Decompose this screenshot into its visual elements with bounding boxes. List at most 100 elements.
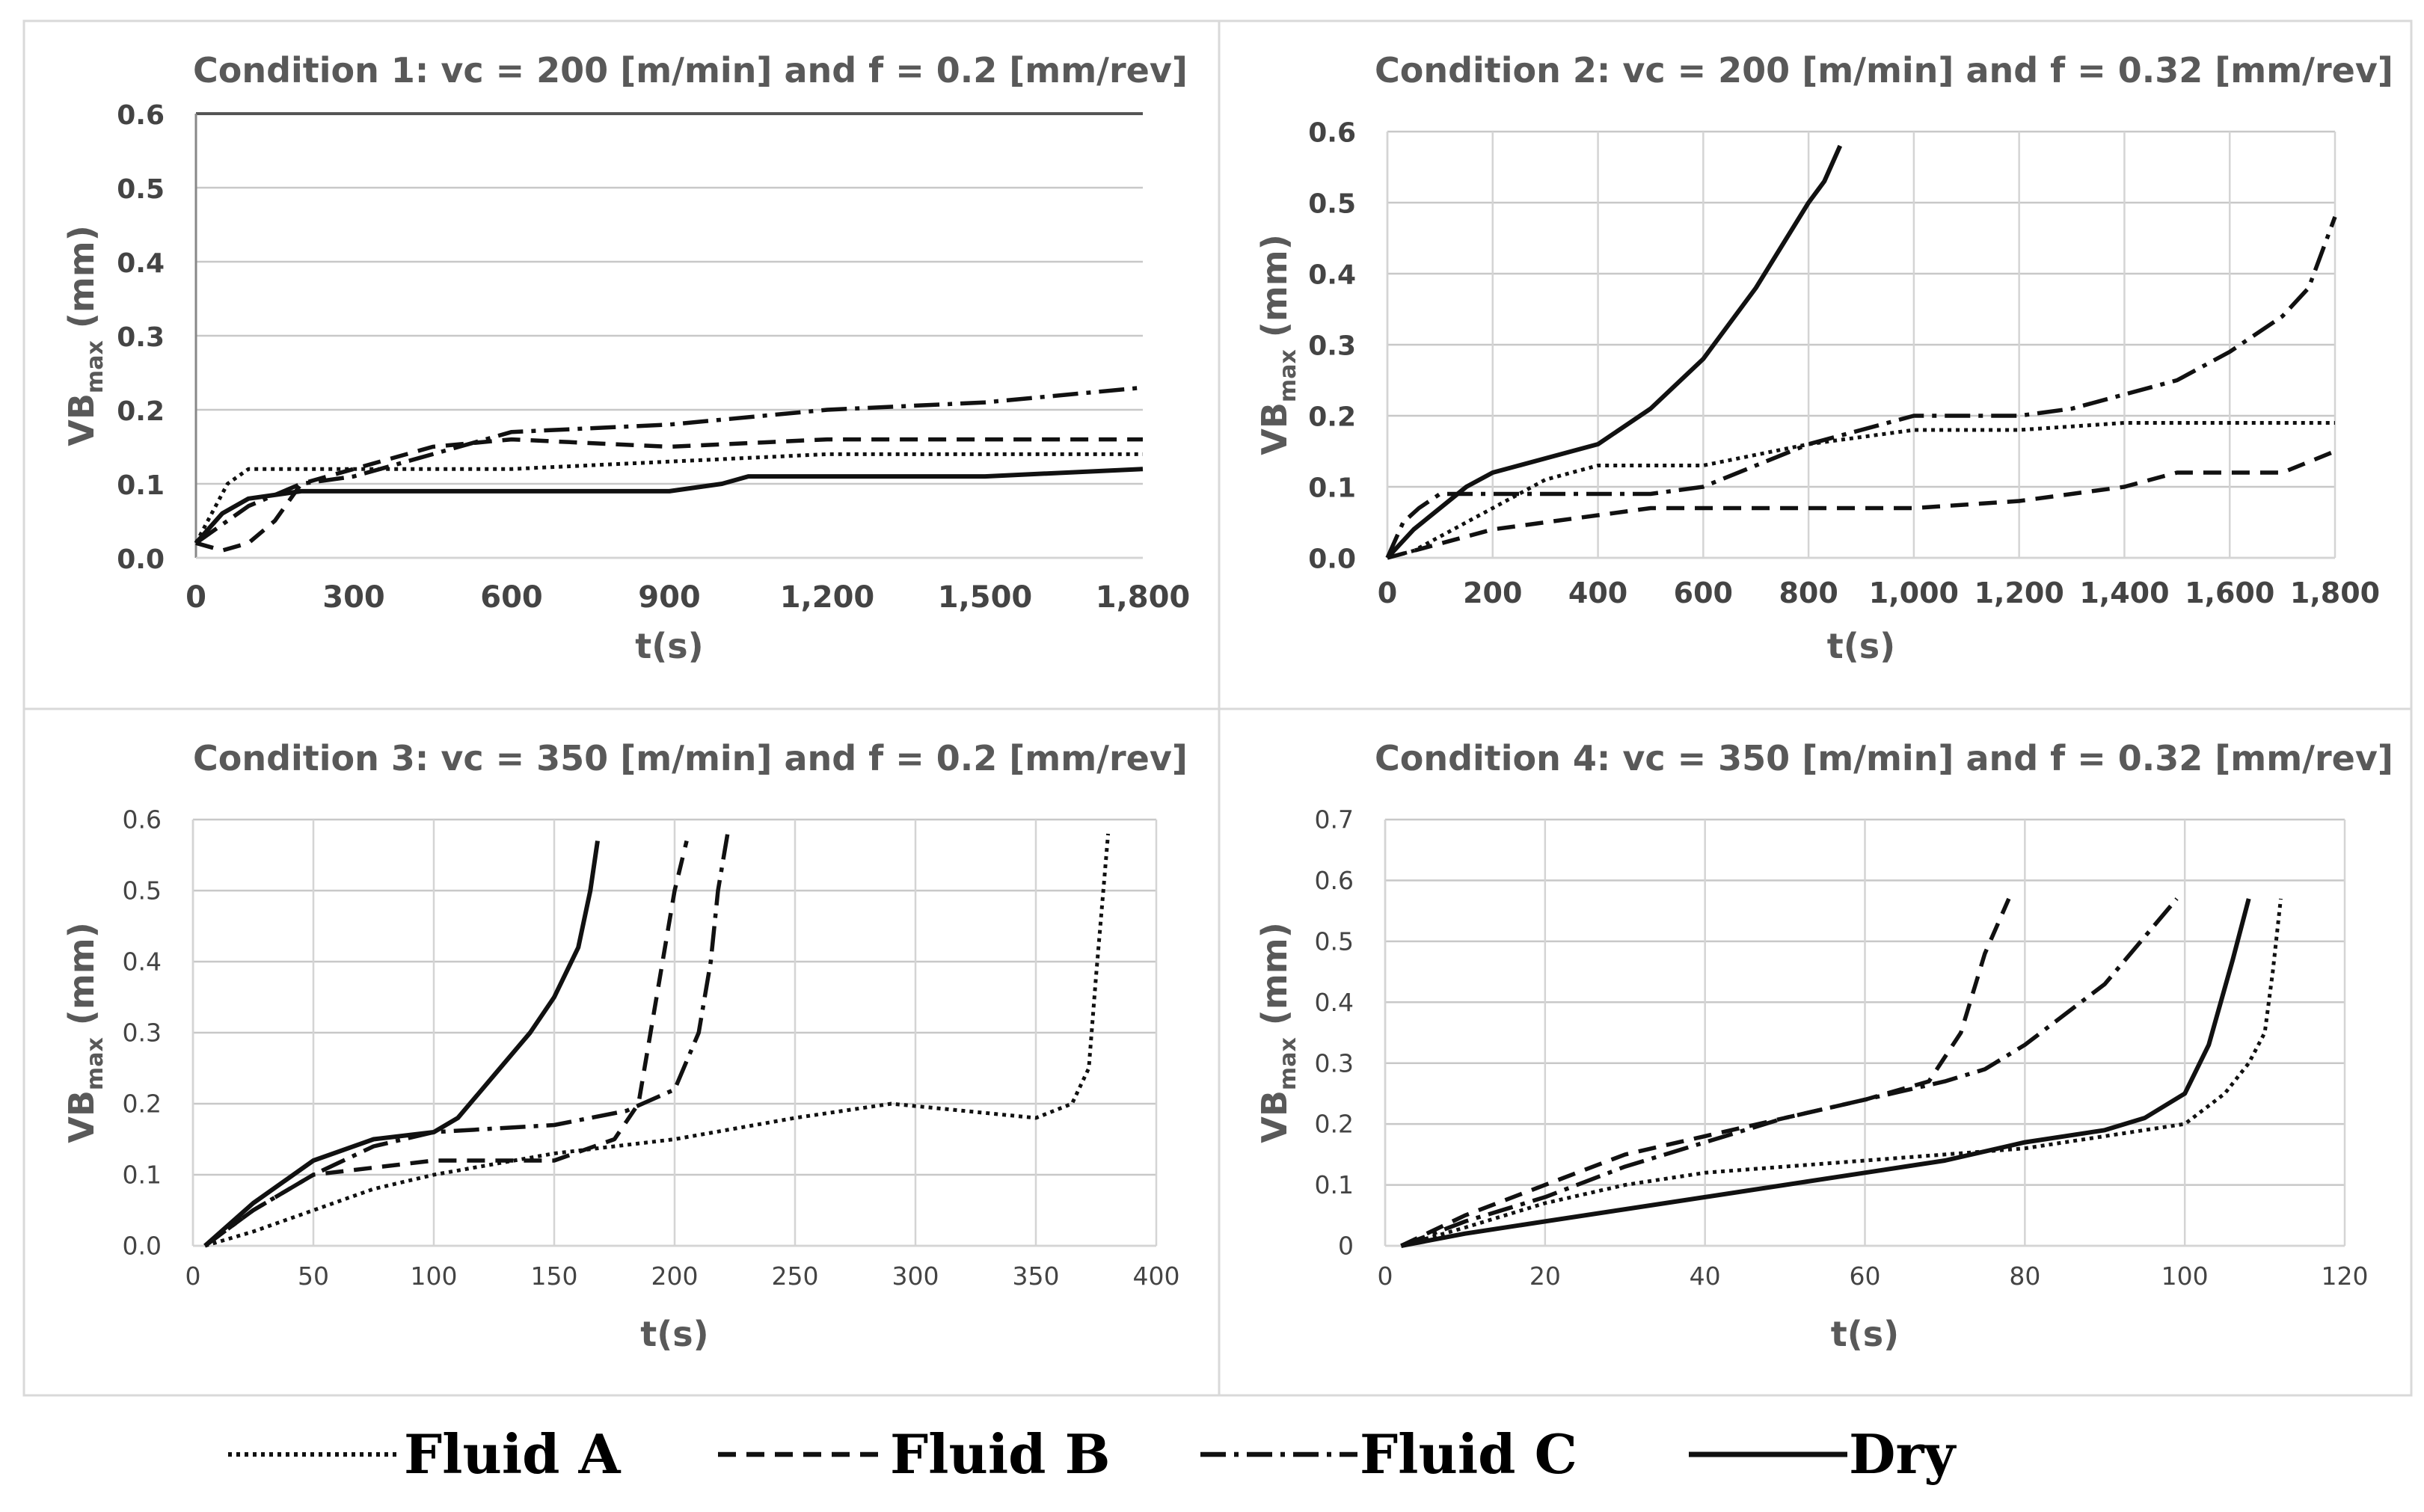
y-tick-label: 0	[1338, 1232, 1354, 1261]
x-tick-label: 600	[1674, 577, 1733, 609]
x-tick-label: 1,200	[1975, 577, 2064, 609]
y-tick-label: 0.0	[123, 1232, 162, 1261]
series-line-fluid-b	[195, 437, 1143, 553]
y-tick-label: 0.5	[1315, 926, 1354, 956]
x-axis-label: t(s)	[635, 626, 703, 666]
y-tick-label: 0.0	[1308, 544, 1356, 574]
y-tick-label: 0.6	[117, 100, 165, 131]
x-tick-label: 80	[2009, 1261, 2040, 1291]
y-tick-label: 0.6	[123, 805, 162, 835]
x-tick-label: 1,800	[1096, 580, 1191, 615]
series-line-dry	[194, 467, 1144, 545]
legend-item-fluid-b: Fluid B	[718, 1422, 1110, 1486]
x-tick-label: 250	[772, 1261, 819, 1291]
x-tick-label: 100	[2161, 1261, 2209, 1291]
x-tick-label: 50	[298, 1261, 329, 1291]
x-tick-label: 1,200	[780, 580, 875, 615]
x-tick-label: 600	[480, 580, 543, 615]
y-tick-label: 0.2	[1308, 402, 1356, 432]
x-tick-label: 1,800	[2290, 577, 2380, 609]
series-line-fluid-c	[1400, 897, 2179, 1248]
series-line-dry	[1400, 898, 2251, 1248]
chart-panel-1: Condition 1: vc = 200 [m/min] and f = 0.…	[61, 50, 1190, 666]
x-tick-label: 120	[2322, 1261, 2369, 1291]
x-tick-label: 900	[638, 580, 701, 615]
series-line-fluid-c	[203, 833, 730, 1248]
legend-item-fluid-c: Fluid C	[1200, 1422, 1577, 1486]
y-tick-label: 0.4	[1308, 259, 1356, 290]
chart-panel-2: Condition 2: vc = 200 [m/min] and f = 0.…	[1254, 50, 2393, 666]
chart-panel-3: Condition 3: vc = 350 [m/min] and f = 0.…	[61, 738, 1188, 1354]
chart-title: Condition 2: vc = 200 [m/min] and f = 0.…	[1375, 50, 2393, 90]
y-tick-label: 0.6	[1315, 866, 1354, 895]
y-tick-label: 0.4	[123, 947, 162, 977]
x-tick-label: 1,600	[2185, 577, 2274, 609]
x-tick-label: 0	[185, 1261, 201, 1291]
series-line-fluid-a	[204, 833, 1111, 1248]
x-tick-label: 400	[1133, 1261, 1180, 1291]
x-tick-label: 0	[1378, 577, 1397, 609]
y-tick-label: 0.3	[117, 322, 165, 353]
x-tick-label: 150	[531, 1261, 578, 1291]
x-tick-label: 800	[1779, 577, 1838, 609]
y-tick-label: 0.0	[117, 544, 165, 575]
y-tick-label: 0.3	[1315, 1048, 1354, 1078]
panel-frame-4	[1218, 707, 2413, 1397]
x-axis-label: t(s)	[640, 1314, 708, 1354]
series-line-fluid-a	[194, 452, 1143, 544]
series-line-dry	[1385, 144, 1843, 560]
y-tick-label: 0.2	[1315, 1110, 1354, 1139]
x-axis-label: t(s)	[1827, 626, 1895, 666]
y-tick-label: 0.3	[1308, 331, 1356, 361]
x-tick-label: 200	[1463, 577, 1522, 609]
y-tick-label: 0.3	[123, 1018, 162, 1048]
x-axis-label: t(s)	[1831, 1314, 1899, 1354]
y-tick-label: 0.2	[117, 396, 165, 427]
x-tick-label: 200	[651, 1261, 699, 1291]
chart-title: Condition 4: vc = 350 [m/min] and f = 0.…	[1375, 738, 2393, 778]
series-line-fluid-a	[1387, 421, 2335, 560]
y-tick-label: 0.1	[117, 470, 165, 501]
x-tick-label: 40	[1690, 1261, 1721, 1291]
x-tick-label: 60	[1850, 1261, 1881, 1291]
x-tick-label: 1,500	[938, 580, 1033, 615]
y-axis-label: VBmax (mm)	[1254, 922, 1301, 1143]
chart-panel-4: Condition 4: vc = 350 [m/min] and f = 0.…	[1254, 738, 2393, 1354]
y-tick-label: 0.7	[1315, 805, 1354, 835]
x-tick-label: 300	[892, 1261, 939, 1291]
y-tick-label: 0.1	[123, 1161, 162, 1190]
y-tick-label: 0.5	[1308, 188, 1356, 219]
series-line-fluid-b	[1387, 449, 2336, 560]
x-tick-label: 0	[1378, 1261, 1393, 1291]
y-tick-label: 0.4	[1315, 988, 1354, 1017]
x-tick-label: 0	[185, 580, 206, 615]
x-tick-label: 350	[1013, 1261, 1060, 1291]
x-tick-label: 100	[411, 1261, 458, 1291]
y-tick-label: 0.6	[1308, 117, 1356, 148]
series-line-dry	[203, 840, 600, 1248]
legend-label: Fluid B	[890, 1422, 1110, 1486]
x-tick-label: 1,400	[2079, 577, 2169, 609]
y-tick-label: 0.5	[123, 876, 162, 906]
y-axis-label: VBmax (mm)	[61, 225, 108, 446]
x-tick-label: 400	[1568, 577, 1627, 609]
legend-label: Fluid A	[404, 1422, 622, 1486]
chart-title: Condition 1: vc = 200 [m/min] and f = 0.…	[193, 50, 1188, 90]
y-tick-label: 0.1	[1308, 473, 1356, 503]
legend-label: Fluid C	[1360, 1422, 1577, 1486]
y-tick-label: 0.1	[1315, 1170, 1354, 1199]
legend: Fluid A Fluid B Fluid C Dry	[228, 1422, 1957, 1486]
x-tick-label: 1,000	[1869, 577, 1959, 609]
y-tick-label: 0.2	[123, 1090, 162, 1119]
y-axis-label: VBmax (mm)	[1254, 234, 1301, 455]
y-tick-label: 0.5	[117, 174, 165, 205]
chart-title: Condition 3: vc = 350 [m/min] and f = 0.…	[193, 738, 1188, 778]
x-tick-label: 300	[322, 580, 385, 615]
x-tick-label: 20	[1529, 1261, 1561, 1291]
y-tick-label: 0.4	[117, 248, 165, 279]
y-axis-label: VBmax (mm)	[61, 922, 108, 1143]
legend-item-fluid-a: Fluid A	[228, 1422, 622, 1486]
series-line-fluid-c	[1385, 216, 2337, 559]
legend-item-dry: Dry	[1689, 1422, 1957, 1486]
